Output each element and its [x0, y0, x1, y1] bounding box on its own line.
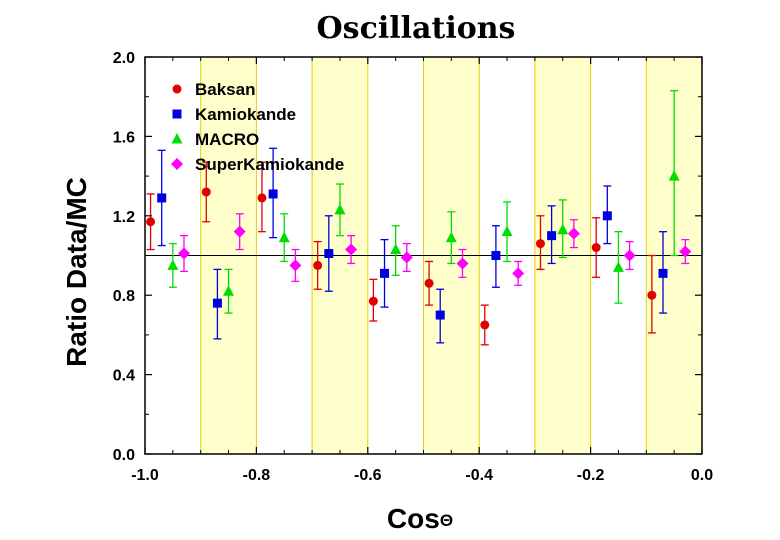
baksan-point [368, 296, 378, 306]
x-axis-label: CosΘ [387, 503, 453, 534]
kamiokande-point [324, 249, 334, 259]
superkamiokande-point [400, 251, 413, 264]
baksan-point [257, 193, 267, 203]
baksan-point [591, 243, 601, 253]
y-tick-label: 1.2 [113, 209, 135, 226]
legend-label-kamiokande: Kamiokande [195, 105, 296, 124]
legend-label-macro: MACRO [195, 130, 259, 149]
legend-marker-baksan [172, 84, 182, 94]
x-tick-label: -0.8 [243, 467, 271, 484]
baksan-point [480, 320, 490, 330]
kamiokande-point [602, 211, 612, 221]
superkamiokande-point [623, 249, 636, 262]
macro-point [668, 170, 680, 181]
macro-point [334, 203, 346, 215]
legend-label-baksan: Baksan [195, 80, 255, 99]
baksan-point [146, 217, 156, 227]
kamiokande-point [491, 251, 501, 260]
chart-title: Oscillations [317, 11, 516, 46]
kamiokande-point [658, 268, 668, 278]
y-tick-label: 2.0 [113, 50, 135, 67]
baksan-point [201, 187, 211, 197]
y-tick-label: 0.0 [113, 447, 135, 464]
superkamiokande-point [567, 227, 580, 240]
macro-point [612, 261, 624, 272]
y-axis-label: Ratio Data/MC [61, 177, 92, 367]
kamiokande-point [268, 189, 278, 199]
series-kamiokande [157, 147, 668, 344]
macro-point [223, 285, 235, 296]
x-tick-label: -0.4 [465, 467, 493, 484]
kamiokande-point [547, 231, 557, 241]
kamiokande-point [435, 310, 445, 320]
macro-point [501, 225, 513, 237]
superkamiokande-point [177, 247, 190, 260]
baksan-point [535, 239, 545, 249]
x-tick-label: 0.0 [691, 467, 713, 484]
superkamiokande-point [512, 267, 525, 280]
macro-point [445, 231, 457, 243]
x-tick-label: -0.6 [354, 467, 382, 484]
baksan-point [647, 290, 657, 300]
theta-symbol: Θ [440, 511, 453, 530]
legend-marker-kamiokande [172, 109, 182, 119]
macro-point [167, 259, 179, 270]
macro-point [278, 231, 290, 243]
legend-marker-macro [171, 133, 183, 144]
y-tick-label: 1.6 [113, 129, 135, 146]
macro-point [390, 243, 402, 255]
series-macro [167, 90, 680, 314]
baksan-point [313, 260, 323, 270]
y-tick-label: 0.4 [113, 368, 135, 385]
macro-point [557, 223, 569, 235]
series-baksan [146, 161, 657, 346]
x-axis-label-text: Cos [387, 503, 440, 534]
x-tick-label: -1.0 [131, 467, 159, 484]
x-tick-label: -0.2 [577, 467, 605, 484]
legend-marker-superkamiokande [171, 158, 183, 170]
baksan-point [424, 278, 434, 288]
kamiokande-point [212, 298, 222, 308]
superkamiokande-point [345, 243, 358, 256]
superkamiokande-point [456, 257, 469, 270]
kamiokande-point [157, 193, 167, 203]
superkamiokande-point [679, 245, 692, 258]
y-tick-label: 0.8 [113, 288, 135, 305]
superkamiokande-point [233, 225, 246, 238]
legend-label-superkamiokande: SuperKamiokande [195, 155, 344, 174]
kamiokande-point [380, 268, 390, 278]
superkamiokande-point [289, 259, 302, 272]
series-superkamiokande [177, 213, 692, 286]
